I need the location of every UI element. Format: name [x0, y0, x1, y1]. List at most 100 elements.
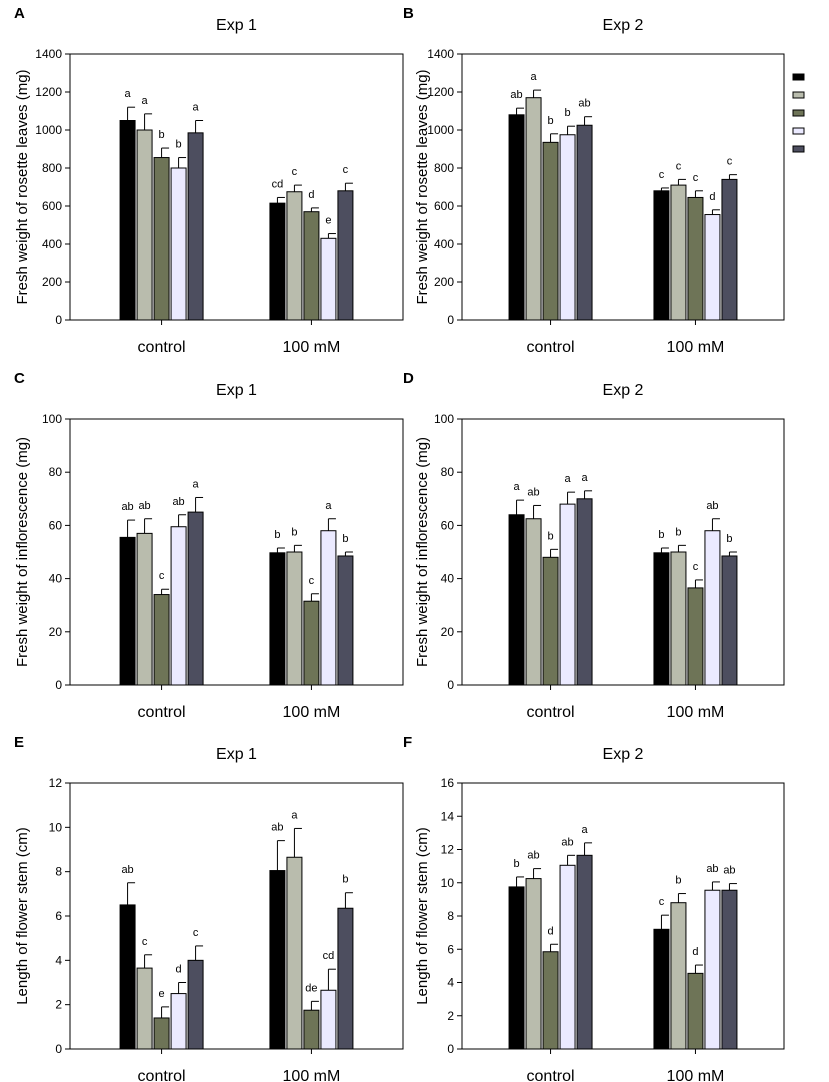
significance-label: a — [513, 481, 520, 493]
x-category-label: control — [138, 339, 186, 356]
y-tick-label: 1200 — [427, 85, 454, 99]
significance-label: a — [581, 824, 588, 836]
bar-s3-treatment — [687, 587, 704, 686]
y-tick-label: 12 — [441, 843, 455, 857]
bar-s5-control — [187, 132, 204, 321]
bar-s5-control — [576, 124, 593, 321]
bar-s3-control — [153, 157, 170, 321]
y-tick-label: 0 — [55, 678, 62, 692]
legend-swatch-s3 — [792, 109, 805, 117]
bar-s4-treatment — [704, 530, 721, 686]
significance-label: ab — [527, 486, 539, 498]
bar-s2-control — [136, 532, 153, 686]
x-category-label: 100 mM — [667, 339, 725, 356]
y-tick-label: 100 — [42, 412, 62, 426]
y-tick-label: 40 — [49, 572, 63, 586]
bar-s5-control — [576, 498, 593, 686]
y-tick-label: 1000 — [427, 123, 454, 137]
x-category-label: control — [527, 704, 575, 721]
legend-swatch-s4 — [792, 127, 805, 135]
chart-title: Exp 1 — [216, 382, 257, 399]
y-tick-label: 20 — [441, 625, 455, 639]
bar-s2-treatment — [286, 191, 303, 321]
panel-letter: E — [14, 734, 24, 751]
significance-label: c — [676, 160, 682, 172]
y-tick-label: 10 — [441, 876, 455, 890]
significance-label: ab — [138, 500, 150, 512]
significance-label: ab — [561, 836, 573, 848]
significance-label: ab — [172, 496, 184, 508]
significance-label: a — [325, 500, 332, 512]
chart-title: Exp 2 — [603, 746, 644, 763]
bar-s1-treatment — [269, 870, 286, 1050]
significance-label: b — [342, 874, 348, 886]
significance-label: b — [274, 529, 280, 541]
bar-s5-treatment — [721, 555, 738, 686]
panel-letter: C — [14, 370, 25, 387]
y-tick-label: 1400 — [427, 47, 454, 61]
y-axis-label: Fresh weight of inflorescence (mg) — [14, 437, 31, 667]
y-tick-label: 20 — [49, 625, 63, 639]
bar-s3-treatment — [303, 211, 320, 321]
y-tick-label: 4 — [55, 953, 62, 967]
significance-label: c — [142, 936, 148, 948]
bar-s1-control — [508, 514, 525, 686]
y-tick-label: 400 — [434, 237, 454, 251]
bar-s3-control — [153, 594, 170, 686]
y-tick-label: 800 — [434, 161, 454, 175]
x-category-label: 100 mM — [667, 704, 725, 721]
bar-s1-treatment — [269, 202, 286, 321]
significance-label: d — [547, 925, 553, 937]
significance-label: a — [530, 71, 537, 83]
x-category-label: control — [138, 704, 186, 721]
bar-s2-control — [525, 878, 542, 1050]
significance-label: c — [309, 575, 315, 587]
y-tick-label: 4 — [447, 976, 454, 990]
bar-s4-control — [170, 993, 187, 1050]
y-tick-label: 200 — [42, 275, 62, 289]
y-tick-label: 80 — [49, 465, 63, 479]
bar-s4-treatment — [320, 237, 337, 321]
x-category-label: 100 mM — [283, 339, 341, 356]
y-tick-label: 14 — [441, 809, 455, 823]
significance-label: d — [709, 191, 715, 203]
bar-s4-treatment — [320, 989, 337, 1050]
bar-s5-treatment — [337, 190, 354, 321]
y-axis-label: Length of flower stem (cm) — [414, 827, 431, 1005]
bar-s5-treatment — [721, 178, 738, 321]
significance-label: b — [726, 533, 732, 545]
significance-label: c — [292, 166, 298, 178]
significance-label: b — [547, 115, 553, 127]
panel-f: F Exp 2 0 2 4 6 8 10 12 14 16 Length of flower stem… — [403, 734, 785, 1082]
bar-s5-treatment — [337, 555, 354, 686]
y-tick-label: 100 — [434, 412, 454, 426]
bar-s1-treatment — [269, 552, 286, 686]
bar-s2-treatment — [286, 551, 303, 686]
significance-label: c — [193, 927, 199, 939]
bar-s1-treatment — [653, 928, 670, 1050]
plot-frame — [69, 53, 404, 321]
significance-label: ab — [121, 864, 133, 876]
significance-label: a — [581, 472, 588, 484]
significance-label: a — [193, 102, 200, 114]
significance-label: c — [727, 156, 733, 168]
y-axis-label: Fresh weight of rosette leaves (mg) — [414, 69, 431, 304]
significance-label: b — [176, 139, 182, 151]
panel-letter: F — [403, 734, 412, 751]
significance-label: c — [659, 896, 665, 908]
bar-s5-control — [576, 854, 593, 1050]
panel-e: E Exp 1 0 2 4 6 8 10 12 Length of flower stem (cm… — [14, 734, 404, 1082]
bar-s1-control — [119, 536, 136, 686]
bar-s4-control — [559, 503, 576, 686]
y-tick-label: 8 — [447, 909, 454, 923]
panel-b: B Exp 2 0 200 400 600 800 1000 1200 1400 Fresh wei… — [403, 5, 785, 356]
significance-label: d — [692, 946, 698, 958]
significance-label: a — [125, 88, 132, 100]
significance-label: de — [305, 982, 317, 994]
significance-label: ab — [121, 501, 133, 513]
chart-title: Exp 1 — [216, 17, 257, 34]
y-tick-label: 80 — [441, 465, 455, 479]
significance-label: c — [343, 164, 349, 176]
significance-label: b — [291, 526, 297, 538]
